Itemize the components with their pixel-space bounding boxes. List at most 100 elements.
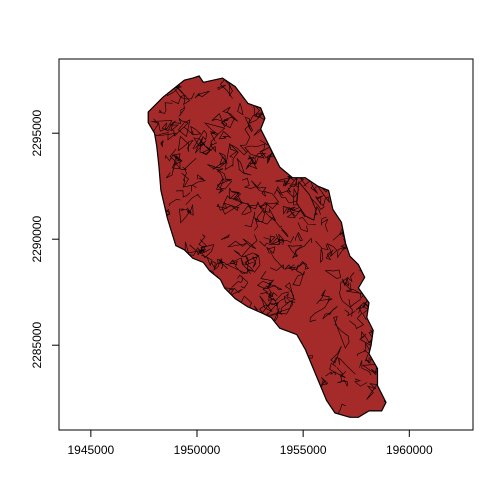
parcel-boundary [259,297,278,313]
parcel-boundary [179,208,189,224]
parcel-boundary [198,243,215,259]
parcel-boundary [225,78,233,97]
parcel-boundary [201,255,213,267]
parcel-boundary [239,124,254,154]
parcel-boundary [215,168,232,181]
parcel-boundary [330,345,342,364]
parcel-boundary [219,179,233,190]
parcel-boundary [215,177,225,194]
parcel-boundary [325,249,334,261]
parcel-boundary [320,248,324,264]
parcel-boundary [337,403,346,416]
parcel-boundary [182,157,197,188]
x-tick-label: 1945000 [67,443,114,457]
y-tick-label: 2290000 [30,216,44,263]
parcel-boundary [199,141,212,155]
parcel-boundary [348,298,361,308]
parcel-boundary [267,279,275,289]
parcel-boundary [219,76,233,99]
parcel-boundary [210,133,219,146]
parcel-boundary [189,204,194,216]
x-axis: 1945000 1950000 1955000 1960000 [67,429,433,457]
parcel-boundary [336,367,347,378]
parcel-boundary [241,201,260,215]
parcel-boundary [259,237,278,247]
parcel-boundary [252,256,258,268]
parcel-boundary [224,143,239,171]
parcel-boundary [244,116,253,133]
parcel-boundary [218,131,232,140]
parcel-boundary [219,258,223,269]
parcel-boundary [349,307,365,329]
parcel-boundary [346,288,366,299]
parcel-boundary [332,357,356,375]
parcel-boundary [342,280,352,292]
parcel-boundary [287,244,303,257]
x-tick-label: 1955000 [280,443,327,457]
parcel-boundary [194,138,207,154]
parcel-boundary [333,316,350,349]
parcel-boundary [244,143,266,159]
parcel-boundary [291,237,313,259]
parcel-boundary [274,185,291,195]
parcel-boundary [337,379,348,387]
parcel-boundary [237,102,244,116]
parcel-boundary [220,116,236,129]
parcel-boundary [191,174,206,189]
watershed-region [147,75,387,418]
parcel-boundary [284,282,295,300]
parcel-boundary [161,122,170,132]
parcel-boundary [297,222,309,233]
parcel-boundary [220,234,231,240]
parcel-boundary [170,117,189,137]
parcel-boundary [185,193,202,206]
parcel-boundary [173,154,183,166]
parcel-boundary [265,291,278,297]
parcel-boundary [337,240,350,259]
parcel-boundary [325,371,336,377]
parcel-boundary [244,211,260,228]
parcel-boundary [224,260,249,274]
parcel-boundary [194,90,210,99]
parcel-boundary [280,227,289,238]
parcel-boundary [266,246,276,254]
x-tick-label: 1960000 [386,443,433,457]
parcel-boundary [359,360,372,376]
parcel-boundary [266,151,280,164]
parcel-boundary [271,302,283,316]
parcel-boundary [271,235,295,245]
parcel-boundary [184,126,202,136]
parcel-boundary [354,378,368,387]
parcel-boundary [320,216,329,232]
parcel-boundary [261,146,274,158]
x-tick-label: 1950000 [174,443,221,457]
parcel-boundary [366,383,378,400]
parcel-boundary [288,264,303,274]
parcel-boundary [192,129,208,149]
parcel-boundary [177,119,191,138]
parcel-boundary [243,263,254,273]
parcel-boundary [324,269,342,279]
parcel-boundary [207,159,227,170]
parcel-boundary [175,190,191,198]
parcel-boundary [234,198,252,210]
parcel-boundary [263,235,276,244]
parcel-boundary [338,357,340,365]
parcel-boundary [263,208,276,221]
parcel-boundary [168,120,179,131]
parcel-boundary [244,252,254,265]
parcel-boundary [292,271,305,287]
parcel-boundary [315,240,329,251]
parcel-boundary [339,291,353,317]
parcel-boundary [259,202,279,214]
parcel-boundary [245,155,258,170]
parcel-boundary [216,203,228,211]
parcel-boundary [316,289,333,305]
parcel-boundary [364,353,372,364]
parcel-boundary [154,132,177,141]
parcel-boundary [320,377,329,388]
parcel-boundary [257,280,283,290]
reservoir-feature [296,181,317,221]
parcel-boundary [187,139,194,152]
